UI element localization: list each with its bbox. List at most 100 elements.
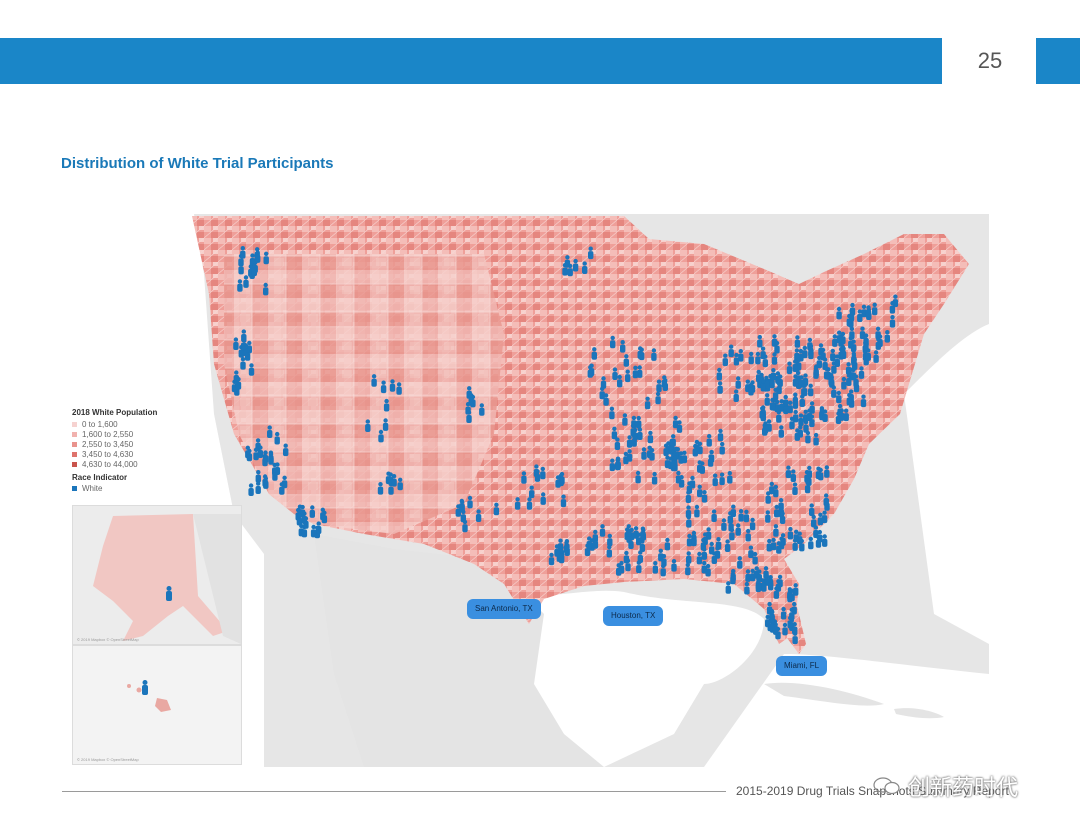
- participant-marker: [691, 533, 697, 547]
- participant-marker: [377, 482, 384, 495]
- participant-marker: [664, 537, 671, 551]
- us-map[interactable]: [64, 214, 989, 767]
- participant-marker: [383, 398, 390, 412]
- participant-marker: [822, 357, 828, 370]
- participant-marker: [686, 533, 693, 547]
- participant-marker: [636, 532, 642, 546]
- participant-marker: [702, 532, 708, 545]
- participant-marker: [479, 403, 485, 416]
- participant-marker: [768, 577, 774, 591]
- participant-marker: [849, 302, 856, 316]
- participant-marker: [586, 536, 592, 549]
- participant-marker: [255, 250, 261, 263]
- city-label-san-antonio[interactable]: San Antonio, TX: [467, 599, 541, 619]
- participant-marker: [709, 541, 715, 555]
- participant-marker: [865, 348, 871, 361]
- participant-marker: [555, 475, 561, 488]
- participant-marker: [836, 306, 842, 320]
- participant-marker: [749, 517, 756, 531]
- participant-marker: [268, 452, 274, 465]
- participant-marker: [839, 408, 845, 421]
- participant-marker: [637, 427, 643, 440]
- participant-marker: [840, 346, 847, 359]
- participant-marker: [779, 399, 785, 412]
- participant-marker: [727, 511, 733, 524]
- participant-marker: [719, 441, 725, 455]
- participant-marker: [792, 538, 798, 551]
- participant-marker: [611, 426, 618, 440]
- participant-marker: [841, 376, 847, 390]
- participant-marker: [748, 351, 754, 365]
- legend-swatch-0: [72, 421, 77, 427]
- participant-marker: [685, 505, 692, 518]
- participant-marker: [396, 382, 402, 395]
- participant-marker: [783, 401, 789, 415]
- footer-report-title: 2015-2019 Drug Trials Snapshots Summary …: [736, 784, 1009, 798]
- participant-marker: [806, 465, 812, 479]
- legend-bin-3: 3,450 to 4,630: [72, 449, 182, 459]
- participant-marker: [813, 432, 819, 446]
- participant-marker: [793, 583, 799, 596]
- participant-marker: [609, 458, 615, 472]
- participant-marker: [255, 470, 261, 483]
- participant-marker: [365, 419, 371, 432]
- participant-marker: [774, 340, 780, 354]
- slide-title: Distribution of White Trial Participants: [61, 155, 334, 172]
- participant-marker: [782, 622, 788, 636]
- participant-marker: [262, 450, 269, 463]
- footer-divider: [62, 791, 726, 792]
- participant-marker: [779, 511, 786, 524]
- participant-marker: [514, 497, 521, 510]
- participant-marker: [724, 539, 731, 552]
- participant-marker: [253, 447, 259, 461]
- legend-bin-4: 4,630 to 44,000: [72, 459, 182, 469]
- participant-marker: [794, 428, 800, 441]
- participant-marker: [237, 279, 243, 292]
- participant-marker: [651, 348, 657, 361]
- participant-marker: [548, 552, 555, 566]
- participant-marker: [711, 551, 717, 564]
- participant-marker: [846, 392, 852, 406]
- participant-marker: [719, 472, 725, 486]
- participant-marker: [281, 475, 288, 489]
- alaska-inset: © 2019 Mapbox © OpenStreetMap: [72, 505, 242, 645]
- participant-marker: [244, 348, 251, 361]
- legend-bin-2: 2,550 to 3,450: [72, 439, 182, 449]
- participant-marker: [664, 455, 671, 469]
- participant-marker: [765, 614, 771, 628]
- participant-marker: [526, 497, 533, 510]
- participant-marker: [745, 569, 751, 582]
- participant-marker: [696, 551, 703, 565]
- participant-marker: [789, 416, 795, 430]
- participant-marker: [462, 519, 468, 533]
- participant-marker: [620, 340, 626, 353]
- participant-marker: [560, 494, 567, 508]
- participant-marker: [830, 348, 836, 362]
- participant-marker: [813, 366, 819, 379]
- participant-marker: [792, 482, 798, 495]
- alaska-credit: © 2019 Mapbox © OpenStreetMap: [77, 637, 139, 642]
- participant-marker: [599, 386, 605, 400]
- participant-marker: [672, 455, 678, 469]
- participant-marker: [794, 335, 801, 348]
- participant-marker: [756, 569, 762, 582]
- city-label-houston[interactable]: Houston, TX: [603, 606, 664, 626]
- participant-marker: [752, 551, 758, 565]
- participant-marker: [636, 415, 642, 429]
- participant-marker: [766, 538, 772, 552]
- participant-marker: [591, 347, 597, 360]
- participant-marker: [678, 475, 685, 488]
- participant-marker: [397, 477, 403, 491]
- city-label-miami[interactable]: Miami, FL: [776, 656, 828, 676]
- participant-marker: [697, 484, 703, 498]
- participant-marker: [636, 560, 642, 574]
- participant-marker: [467, 495, 473, 509]
- participant-marker: [529, 485, 535, 499]
- participant-marker: [884, 330, 890, 343]
- participant-marker: [267, 425, 273, 438]
- participant-marker: [248, 483, 254, 496]
- participant-marker: [616, 563, 622, 576]
- legend-race-white: White: [72, 483, 182, 493]
- participant-marker: [722, 353, 728, 367]
- participant-marker: [801, 383, 807, 397]
